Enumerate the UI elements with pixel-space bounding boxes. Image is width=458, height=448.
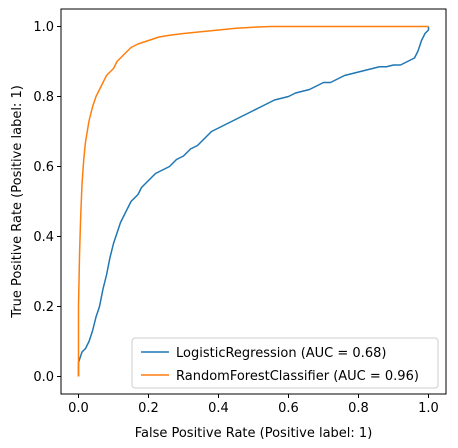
plot-area	[61, 9, 446, 394]
y-axis-label: True Positive Rate (Positive label: 1)	[10, 85, 25, 319]
legend-label-random-forest: RandomForestClassifier (AUC = 0.96)	[176, 369, 419, 384]
y-tick-label: 0.4	[33, 230, 54, 245]
y-tick-label: 1.0	[33, 20, 54, 35]
y-tick-label: 0.2	[33, 300, 54, 315]
legend-label-logistic-regression: LogisticRegression (AUC = 0.68)	[176, 346, 386, 361]
x-tick-label: 0.8	[348, 401, 369, 416]
plot-frame	[60, 8, 447, 395]
series-layer	[77, 25, 430, 377]
y-tick-label: 0.8	[33, 90, 54, 105]
x-axis: 0.0 0.2 0.4 0.6 0.8 1.0	[68, 394, 439, 416]
x-tick-label: 0.2	[138, 401, 159, 416]
x-tick-label: 0.0	[68, 401, 89, 416]
x-axis-label: False Positive Rate (Positive label: 1)	[135, 426, 373, 441]
series-line-1	[77, 25, 429, 377]
x-tick-label: 1.0	[418, 401, 439, 416]
legend-box	[131, 337, 439, 389]
series-line-0	[77, 26, 430, 377]
x-tick-label: 0.4	[208, 401, 229, 416]
legend: LogisticRegression (AUC = 0.68) RandomFo…	[131, 337, 439, 389]
y-tick-label: 0.0	[33, 370, 54, 385]
x-tick-label: 0.6	[278, 401, 299, 416]
y-axis: 0.0 0.2 0.4 0.6 0.8 1.0	[33, 20, 61, 385]
y-tick-label: 0.6	[33, 160, 54, 175]
